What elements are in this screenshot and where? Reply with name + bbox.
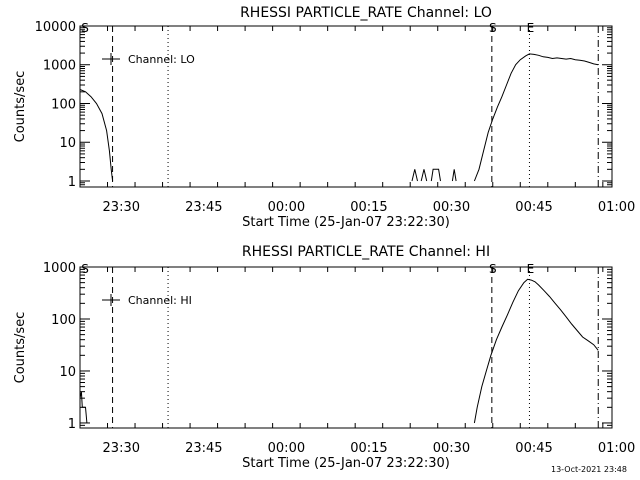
y-tick-label: 100 [51, 97, 76, 112]
x-tick-label: 00:45 [515, 441, 552, 456]
x-tick-label: 01:00 [598, 200, 635, 215]
y-tick-label: 1 [68, 417, 76, 432]
x-tick-label: 01:00 [598, 441, 635, 456]
y-tick-label: 1 [68, 175, 76, 190]
y-axis-label: Counts/sec [13, 71, 28, 143]
x-axis-label: Start Time (25-Jan-07 23:22:30) [242, 215, 450, 230]
marker-label: S [489, 262, 497, 276]
chart-panel-1: RHESSI PARTICLE_RATE Channel: LO 1 10 100 10… [13, 5, 635, 230]
plot-frame [79, 25, 613, 188]
legend-label: Channel: LO [128, 53, 195, 66]
corner-label: S [81, 262, 89, 276]
corner-label: S [81, 21, 89, 35]
x-axis-label: Start Time (25-Jan-07 23:22:30) [242, 456, 450, 471]
x-tick-label: 23:45 [185, 200, 222, 215]
series-line [411, 169, 418, 182]
series-line [79, 391, 88, 424]
x-tick-label: 00:15 [350, 200, 387, 215]
plot-frame [79, 266, 613, 429]
chart-title: RHESSI PARTICLE_RATE Channel: LO [240, 5, 492, 21]
x-tick-label: 00:30 [433, 441, 470, 456]
marker-label: E [527, 262, 535, 276]
x-tick-label: 00:30 [433, 200, 470, 215]
series-line [451, 169, 457, 182]
chart-panel-2: RHESSI PARTICLE_RATE Channel: HI 1 10 100 10… [13, 244, 635, 471]
y-tick-label: 10 [59, 365, 76, 380]
chart-title: RHESSI PARTICLE_RATE Channel: HI [242, 244, 490, 260]
series-line [79, 89, 114, 182]
marker-label: S [489, 21, 497, 35]
x-tick-label: 00:00 [268, 200, 305, 215]
marker-label: E [527, 21, 535, 35]
x-tick-label: 23:30 [103, 441, 140, 456]
x-tick-label: 00:00 [268, 441, 305, 456]
generated-timestamp: 13-Oct-2021 23:48 [551, 465, 627, 474]
x-tick-label: 23:45 [185, 441, 222, 456]
x-tick-label: 23:30 [103, 200, 140, 215]
y-tick-label: 10 [59, 136, 76, 151]
y-tick-label: 1000 [43, 261, 76, 276]
series-line [473, 53, 599, 182]
y-tick-label: 100 [51, 313, 76, 328]
x-tick-label: 00:15 [350, 441, 387, 456]
y-tick-label: 10000 [35, 20, 76, 35]
series-line [430, 168, 441, 182]
legend-label: Channel: HI [128, 294, 192, 307]
series-line [420, 169, 428, 182]
y-axis-label: Counts/sec [13, 312, 28, 384]
y-tick-label: 1000 [43, 59, 76, 74]
series-line [473, 278, 599, 424]
x-tick-label: 00:45 [515, 200, 552, 215]
